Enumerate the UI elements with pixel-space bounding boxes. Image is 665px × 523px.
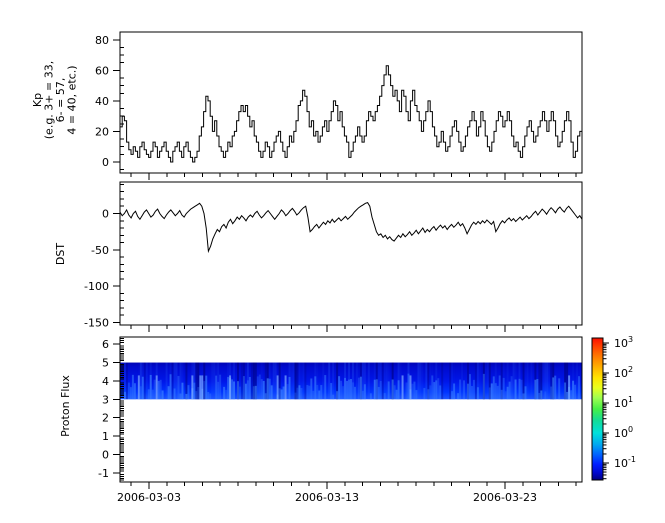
- y-tick-label: 0: [102, 156, 109, 169]
- y-tick-label: 40: [95, 95, 109, 108]
- y-tick-label: 4: [102, 375, 109, 388]
- y-tick-label: 80: [95, 34, 109, 47]
- colorbar-gradient: [591, 337, 604, 481]
- x-axis-date-label: 2006-03-13: [295, 491, 359, 504]
- kp-panel-axes: 0 20 40 60 80: [95, 31, 583, 180]
- colorbar-tick-label: 100: [614, 425, 633, 440]
- y-tick-label: 1: [102, 430, 109, 443]
- y-tick-label: 0: [102, 208, 109, 221]
- y-tick-label: -100: [84, 280, 109, 293]
- dst-series: [119, 202, 583, 254]
- y-tick-label: -1: [98, 467, 109, 480]
- colorbar-tick-label: 103: [614, 335, 633, 350]
- kp-y-axis-label-line: 4 = 40, etc.): [66, 65, 79, 134]
- kp-frame: [119, 31, 583, 174]
- y-tick-label: -50: [91, 244, 109, 257]
- proton_flux-frame: [119, 336, 583, 483]
- y-tick-label: 60: [95, 64, 109, 77]
- proton-flux-band: [120, 362, 582, 400]
- y-tick-label: 0: [102, 448, 109, 461]
- kp-series: [120, 65, 582, 163]
- kp-y-axis-label-line: (e.g. 3+ = 33,: [43, 61, 56, 139]
- colorbar-tick-label: 101: [614, 395, 633, 410]
- y-tick-label: 6: [102, 338, 109, 351]
- x-axis-date-label: 2006-03-03: [117, 491, 181, 504]
- proton_flux-panel-axes: -1 0 1 2 3 4 5 6: [98, 336, 583, 489]
- colorbar: 103 102 101 100 10-1: [591, 335, 636, 481]
- y-tick-label: 20: [95, 125, 109, 138]
- y-tick-label: 5: [102, 357, 109, 370]
- kp-y-axis-label-line: Kp: [31, 93, 44, 107]
- dst-frame: [119, 181, 583, 326]
- y-tick-label: 3: [102, 393, 109, 406]
- proton-flux-y-axis-label: Proton Flux: [59, 375, 72, 437]
- kp-y-axis-label-line: 6- = 57,: [54, 78, 67, 123]
- dst-panel-axes: 0 -50 -100 -150: [84, 181, 583, 332]
- y-tick-label: -150: [84, 316, 109, 329]
- y-tick-label: 2: [102, 412, 109, 425]
- colorbar-tick-label: 10-1: [614, 455, 636, 470]
- colorbar-tick-label: 102: [614, 365, 633, 380]
- dst-y-axis-label: DST: [54, 243, 67, 265]
- x-axis-date-label: 2006-03-23: [473, 491, 537, 504]
